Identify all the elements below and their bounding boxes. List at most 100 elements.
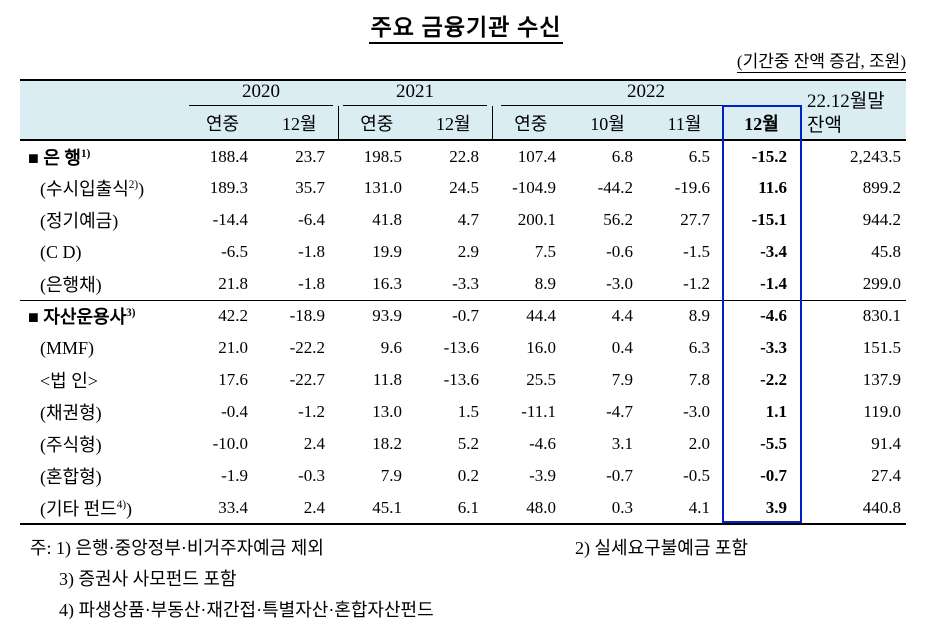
- value-cell: 93.9: [338, 299, 415, 332]
- value-cell: 2.4: [303, 434, 325, 453]
- value-cell: -1.5: [683, 242, 710, 261]
- value-cell: 107.4: [517, 146, 556, 166]
- table-header: 2020 2021 2022 22.12월말 잔액 연중: [20, 80, 906, 141]
- value-cell: -5.5: [760, 434, 787, 453]
- value-cell: 198.5: [363, 146, 402, 166]
- value-cell: 7.9: [380, 466, 402, 485]
- row-label: (정기예금): [40, 211, 119, 231]
- sub-header: 연중: [337, 106, 415, 141]
- row-label: (C D): [40, 241, 82, 262]
- value-cell: -104.9: [512, 178, 556, 197]
- value-cell: 8.9: [646, 299, 723, 332]
- row-label: (혼합형): [40, 467, 102, 487]
- row-label: <법 인>: [40, 371, 98, 391]
- value-cell: 0.2: [457, 466, 479, 485]
- unit-note-text: (기간중 잔액 증감, 조원): [736, 52, 906, 73]
- row-label: (수시입출식2)): [40, 179, 145, 199]
- value-cell: 1.5: [457, 402, 479, 421]
- value-cell: 8.9: [534, 273, 556, 293]
- value-cell: 6.8: [611, 146, 633, 166]
- value-cell: 48.0: [526, 497, 556, 517]
- balance-cell: 299.0: [862, 273, 901, 293]
- value-cell: 4.4: [569, 299, 646, 332]
- page: 주요 금융기관 수신 (기간중 잔액 증감, 조원) 2020 2021: [0, 8, 932, 619]
- value-cell: -6.4: [298, 210, 325, 229]
- value-cell: 6.1: [457, 497, 479, 517]
- table-row: (기타 펀드4)) 33.4 2.4 45.1 6.1 48.0 0.3 4.1 3.9 440.…: [20, 492, 906, 524]
- value-cell: -3.3: [760, 338, 787, 357]
- value-cell: -3.0: [683, 402, 710, 421]
- value-cell: -18.9: [261, 299, 338, 332]
- deposits-table: 2020 2021 2022 22.12월말 잔액 연중: [20, 79, 906, 525]
- table-row: (혼합형) -1.9 -0.3 7.9 0.2 -3.9 -0.7 -0.5 -0.7 27.4: [20, 460, 906, 492]
- value-cell: -3.4: [760, 242, 787, 261]
- footnote-line-1: 주: 1) 은행·중앙정부·비거주자예금 제외 2) 실세요구불예금 포함: [30, 534, 932, 560]
- balance-cell: 899.2: [862, 178, 901, 197]
- value-cell: 33.4: [218, 497, 248, 517]
- sub-header-row: 연중 12월 연중 12월 연중 10월 11월 12월: [20, 106, 906, 141]
- value-cell: 9.6: [380, 338, 402, 357]
- value-cell: -19.6: [674, 178, 710, 197]
- year-label: 2021: [342, 81, 488, 106]
- value-cell: 6.3: [688, 338, 710, 357]
- value-cell: 1.1: [765, 402, 787, 421]
- footnote-1: 주: 1) 은행·중앙정부·비거주자예금 제외: [30, 538, 324, 558]
- value-cell: -0.4: [221, 402, 248, 421]
- year-header-row: 2020 2021 2022 22.12월말 잔액: [20, 80, 906, 141]
- row-label: (기타 펀드4)): [40, 498, 133, 519]
- balance-cell: 440.8: [862, 497, 901, 517]
- value-cell: 0.3: [611, 497, 633, 517]
- table-body: ■ 은 행1) 188.4 23.7 198.5 22.8 107.4 6.8 6.5 -15.…: [20, 140, 906, 524]
- balance-cell: 944.2: [862, 210, 901, 229]
- value-cell: -1.9: [221, 466, 248, 485]
- table-row: (정기예금) -14.4 -6.4 41.8 4.7 200.1 56.2 27.7 -15.1…: [20, 204, 906, 236]
- value-cell: 56.2: [603, 210, 633, 229]
- value-cell: -44.2: [597, 178, 633, 197]
- value-cell: 42.2: [184, 299, 261, 332]
- balance-header-line2: 잔액: [807, 115, 842, 137]
- row-label: (채권형): [40, 403, 102, 423]
- value-cell: 25.5: [526, 370, 556, 389]
- value-cell: -1.4: [760, 273, 787, 293]
- value-cell: 188.4: [209, 146, 248, 166]
- footnotes: 주: 1) 은행·중앙정부·비거주자예금 제외 2) 실세요구불예금 포함 3)…: [30, 534, 932, 619]
- sub-header: 연중: [491, 106, 569, 141]
- corner-cell: [20, 80, 184, 106]
- value-cell: 16.0: [526, 338, 556, 357]
- value-cell: -6.5: [221, 242, 248, 261]
- value-cell: -22.7: [289, 370, 325, 389]
- value-cell: 22.8: [449, 146, 479, 166]
- page-title-text: 주요 금융기관 수신: [368, 15, 564, 44]
- value-cell: 2.0: [688, 434, 710, 453]
- value-cell: 24.5: [449, 178, 479, 197]
- table-row: (MMF) 21.0 -22.2 9.6 -13.6 16.0 0.4 6.3 -3.3 151.…: [20, 332, 906, 364]
- balance-cell: 830.1: [800, 299, 906, 332]
- year-label: 2020: [188, 81, 334, 106]
- balance-cell: 119.0: [863, 402, 901, 421]
- page-title: 주요 금융기관 수신: [0, 8, 932, 44]
- value-cell: 200.1: [517, 210, 556, 229]
- table-row: (채권형) -0.4 -1.2 13.0 1.5 -11.1 -4.7 -3.0 1.1 119.…: [20, 396, 906, 428]
- sub-header: 12월: [415, 106, 492, 141]
- table-row: (주식형) -10.0 2.4 18.2 5.2 -4.6 3.1 2.0 -5.5 91.4: [20, 428, 906, 460]
- value-cell: 11.8: [372, 370, 402, 389]
- balance-cell: 45.8: [871, 242, 901, 261]
- year-group-2022: 2022: [492, 80, 800, 106]
- balance-cell: 2,243.5: [850, 146, 901, 166]
- table-wrap: 2020 2021 2022 22.12월말 잔액 연중: [20, 79, 906, 525]
- balance-header-line1: 22.12월말: [807, 90, 885, 112]
- value-cell: -14.4: [212, 210, 248, 229]
- value-cell: -11.1: [521, 402, 556, 421]
- value-cell: 11.6: [758, 178, 787, 197]
- row-label: (은행채): [40, 274, 102, 295]
- value-cell: 7.5: [534, 242, 556, 261]
- value-cell: 44.4: [492, 299, 569, 332]
- table-row: ■ 자산운용사3) 42.2 -18.9 93.9 -0.7 44.4 4.4 8.9 -4.6…: [20, 299, 906, 332]
- value-cell: 16.3: [372, 273, 402, 293]
- value-cell: -0.5: [683, 466, 710, 485]
- value-cell: -10.0: [212, 434, 248, 453]
- year-label: 2022: [501, 81, 791, 106]
- row-label: (주식형): [40, 435, 102, 455]
- value-cell: -3.0: [606, 273, 633, 293]
- balance-column-header: 22.12월말 잔액: [800, 80, 906, 141]
